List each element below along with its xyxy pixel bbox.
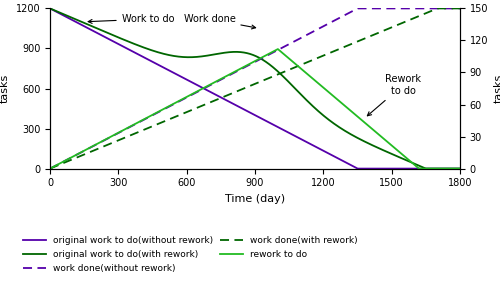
Legend: original work to do(without rework), original work to do(with rework), work done: original work to do(without rework), ori… bbox=[20, 232, 361, 277]
Text: Rework
to do: Rework to do bbox=[368, 74, 421, 116]
X-axis label: Time (day): Time (day) bbox=[225, 194, 285, 204]
Text: Work done: Work done bbox=[184, 14, 256, 29]
Text: Work to do: Work to do bbox=[88, 14, 174, 24]
Y-axis label: tasks: tasks bbox=[494, 74, 500, 103]
Y-axis label: tasks: tasks bbox=[0, 74, 10, 103]
